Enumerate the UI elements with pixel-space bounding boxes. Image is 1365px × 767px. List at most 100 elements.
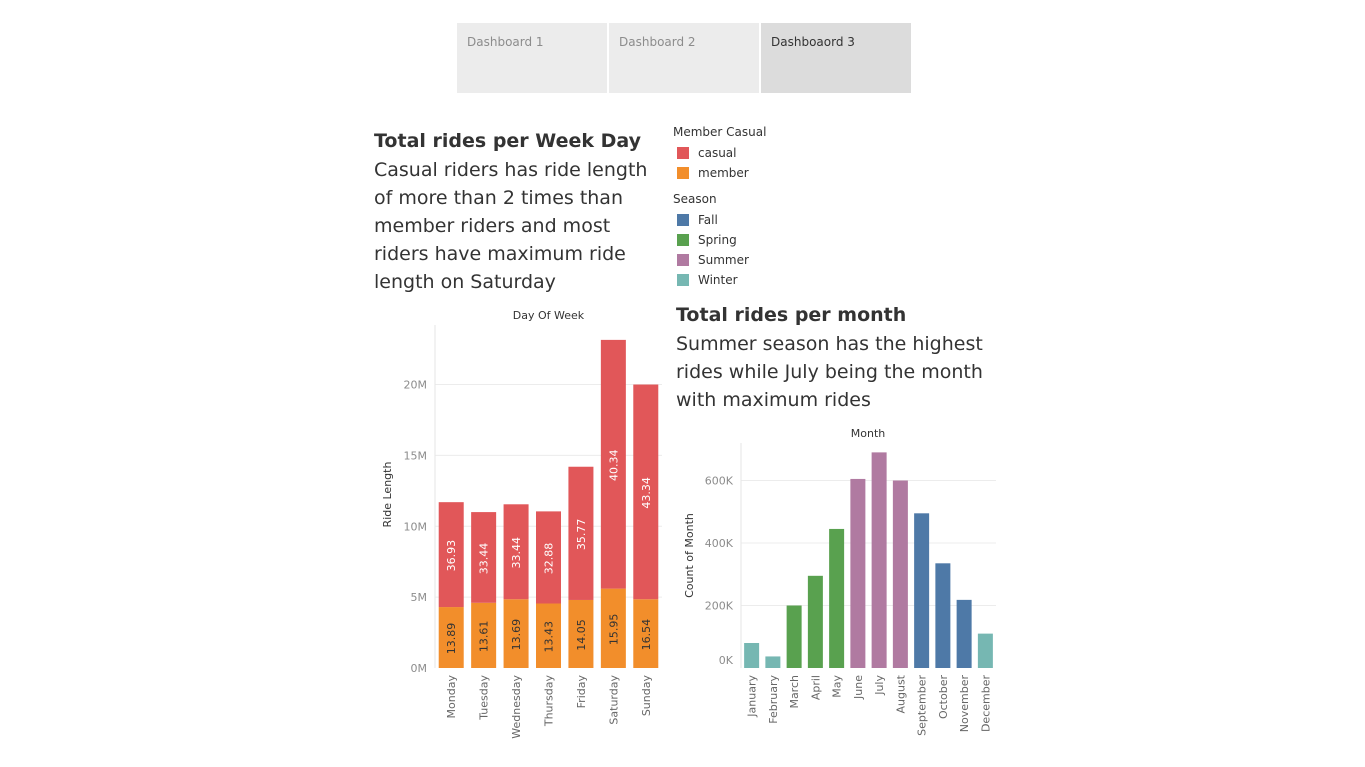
data-label: 35.77 <box>575 519 588 551</box>
data-label: 15.95 <box>607 614 620 646</box>
data-label: 13.61 <box>478 621 491 653</box>
legend-label: Summer <box>698 253 749 267</box>
legend-item-spring[interactable]: Spring <box>673 230 749 250</box>
y-tick-label: 10M <box>404 520 428 533</box>
legend-item-fall[interactable]: Fall <box>673 210 749 230</box>
month-description: Summer season has the highest rides whil… <box>676 330 983 414</box>
legend-label: Winter <box>698 273 738 287</box>
legend-swatch <box>677 147 689 159</box>
bar-august <box>892 480 908 668</box>
x-tick-label: Sunday <box>640 675 653 717</box>
bar-november <box>956 599 972 668</box>
y-tick-label: 5M <box>411 591 428 604</box>
y-tick-label: 0M <box>411 662 428 675</box>
bar-member <box>471 602 497 668</box>
bar-casual <box>633 384 659 600</box>
legend-item-winter[interactable]: Winter <box>673 270 749 290</box>
x-tick-label: April <box>809 675 822 700</box>
legend-swatch <box>677 214 689 226</box>
bar-january <box>744 643 760 668</box>
bar-casual <box>438 502 464 608</box>
legend-title: Member Casual <box>673 125 767 139</box>
bar-member <box>536 603 561 668</box>
bar-member <box>600 588 626 668</box>
bar-april <box>807 575 823 668</box>
data-label: 14.05 <box>575 619 588 651</box>
y-tick-label: 20M <box>404 379 428 392</box>
legend-title: Season <box>673 192 717 206</box>
x-tick-label: Saturday <box>607 675 620 725</box>
legend-label: Fall <box>698 213 718 227</box>
weekday-description-line: of more than 2 times than <box>374 187 623 209</box>
x-tick-label: December <box>979 675 992 733</box>
data-label: 13.89 <box>445 623 458 655</box>
y-tick-label: 600K <box>705 475 734 488</box>
bar-casual <box>568 466 594 600</box>
chart-title: Day Of Week <box>513 309 585 322</box>
data-label: 33.44 <box>478 543 491 575</box>
x-tick-label: Wednesday <box>510 675 523 739</box>
data-label: 13.43 <box>543 621 556 653</box>
x-tick-label: July <box>873 675 886 696</box>
x-tick-label: Tuesday <box>478 675 491 721</box>
x-tick-label: Monday <box>445 675 458 719</box>
tab-dashboard-2[interactable]: Dashboard 2 <box>609 23 759 93</box>
bar-may <box>829 528 845 668</box>
weekday-title: Total rides per Week Day <box>374 130 641 152</box>
bar-july <box>871 452 887 668</box>
x-tick-label: May <box>831 675 844 698</box>
x-tick-label: February <box>767 675 780 724</box>
legend-label: casual <box>698 146 737 160</box>
month-description-line: Summer season has the highest <box>676 333 983 355</box>
y-tick-label: 15M <box>404 449 428 462</box>
bar-casual <box>536 511 561 604</box>
bar-october <box>935 563 951 668</box>
legend-item-casual[interactable]: casual <box>673 143 766 163</box>
x-tick-label: March <box>788 675 801 709</box>
tab-dashboard-1[interactable]: Dashboard 1 <box>457 23 607 93</box>
x-tick-label: January <box>746 675 759 718</box>
bar-member <box>633 599 659 668</box>
tab-dashboard-3[interactable]: Dashboaord 3 <box>761 23 911 93</box>
weekday-description-line: member riders and most <box>374 215 611 237</box>
legend-season: Season Fall Spring Summer Winter <box>673 192 749 290</box>
legend-swatch <box>677 234 689 246</box>
legend-member-casual: Member Casual casual member <box>673 125 766 183</box>
bar-casual <box>600 339 626 589</box>
weekday-description: Casual riders has ride length of more th… <box>374 156 647 296</box>
month-description-line: rides while July being the month <box>676 361 983 383</box>
bar-member <box>568 599 594 668</box>
dashboard-tabs: Dashboard 1 Dashboard 2 Dashboaord 3 <box>457 23 911 93</box>
data-label: 36.93 <box>445 540 458 572</box>
legend-item-summer[interactable]: Summer <box>673 250 749 270</box>
chart-title: Month <box>851 427 886 440</box>
x-tick-label: August <box>894 674 907 713</box>
data-label: 40.34 <box>607 450 620 482</box>
legend-item-member[interactable]: member <box>673 163 766 183</box>
bar-member <box>503 599 529 668</box>
x-tick-label: June <box>852 675 865 700</box>
bar-march <box>786 605 802 668</box>
y-axis-title: Count of Month <box>683 513 696 598</box>
legend-swatch <box>677 274 689 286</box>
data-label: 33.44 <box>510 537 523 569</box>
data-label: 43.34 <box>640 477 653 509</box>
bar-december <box>977 633 993 668</box>
month-title: Total rides per month <box>676 304 907 326</box>
y-tick-label: 400K <box>705 537 734 550</box>
data-label: 13.69 <box>510 619 523 651</box>
y-tick-label: 0K <box>719 654 734 667</box>
weekday-description-line: length on Saturday <box>374 271 556 293</box>
month-description-line: with maximum rides <box>676 389 871 411</box>
legend-swatch <box>677 254 689 266</box>
weekday-description-line: riders have maximum ride <box>374 243 626 265</box>
bar-february <box>765 656 781 668</box>
legend-swatch <box>677 167 689 179</box>
legend-label: member <box>698 166 749 180</box>
weekday-description-line: Casual riders has ride length <box>374 159 648 181</box>
bar-casual <box>503 504 529 600</box>
bar-september <box>914 513 930 668</box>
bar-member <box>438 607 464 668</box>
x-tick-label: Friday <box>575 675 588 709</box>
legend-label: Spring <box>698 233 737 247</box>
